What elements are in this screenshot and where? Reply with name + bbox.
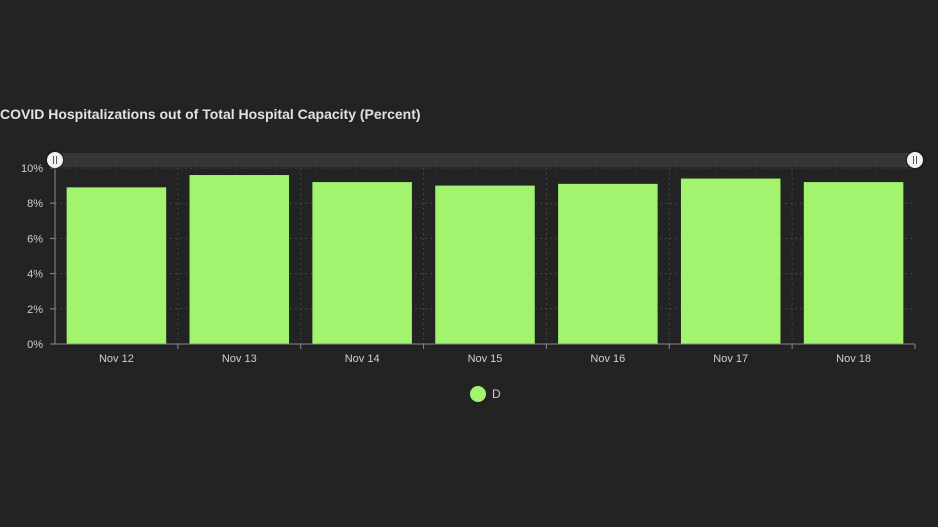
x-tick-label: Nov 12 bbox=[99, 353, 134, 365]
x-tick-label: Nov 15 bbox=[468, 353, 503, 365]
legend-swatch bbox=[470, 386, 486, 402]
x-axis: Nov 12 Nov 13 Nov 14 Nov 15 Nov 16 Nov 17 Nov … bbox=[55, 343, 916, 365]
legend[interactable]: D bbox=[470, 386, 501, 402]
y-tick-label: 0% bbox=[27, 339, 43, 351]
x-tick-label: Nov 16 bbox=[590, 353, 625, 365]
range-slider-left-handle[interactable] bbox=[47, 152, 63, 168]
bars bbox=[66, 175, 904, 344]
x-tick-label: Nov 17 bbox=[713, 353, 748, 365]
chart-title: COVID Hospitalizations out of Total Hosp… bbox=[0, 106, 421, 122]
bar[interactable] bbox=[558, 183, 658, 344]
x-tick-label: Nov 14 bbox=[345, 353, 380, 365]
range-slider-track[interactable] bbox=[55, 153, 915, 167]
x-tick-label: Nov 18 bbox=[836, 353, 871, 365]
bar[interactable] bbox=[680, 178, 781, 344]
legend-label: D bbox=[492, 387, 501, 401]
range-slider-right-handle[interactable] bbox=[907, 152, 923, 168]
y-tick-label: 2% bbox=[27, 304, 43, 316]
bar[interactable] bbox=[189, 175, 290, 344]
y-tick-label: 8% bbox=[27, 198, 43, 210]
bar[interactable] bbox=[66, 187, 167, 344]
bar[interactable] bbox=[803, 182, 904, 344]
x-tick-label: Nov 13 bbox=[222, 353, 257, 365]
bar[interactable] bbox=[312, 182, 412, 344]
y-axis: 0% 2% 4% 6% 8% 10% bbox=[21, 163, 56, 351]
y-tick-label: 4% bbox=[27, 269, 43, 281]
bar[interactable] bbox=[435, 185, 535, 344]
y-tick-label: 6% bbox=[27, 233, 43, 245]
y-tick-label: 10% bbox=[21, 163, 43, 175]
